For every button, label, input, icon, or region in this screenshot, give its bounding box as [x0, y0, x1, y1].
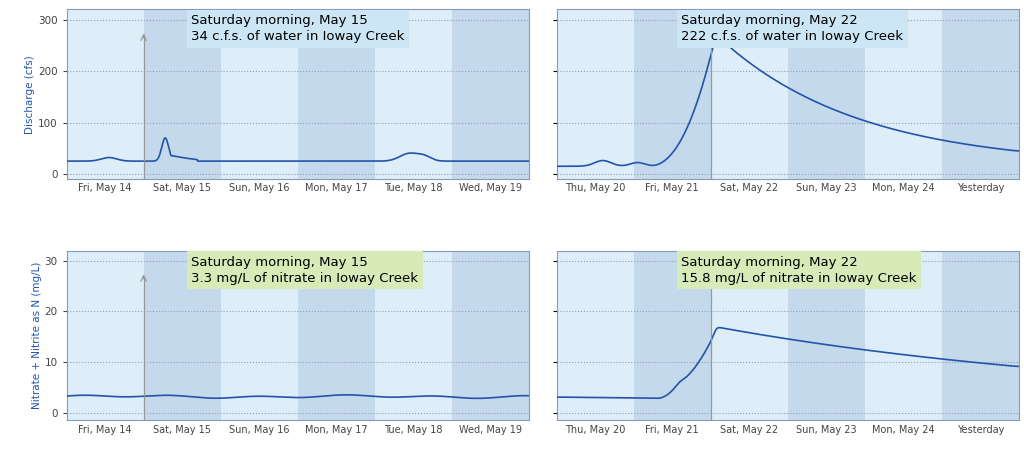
- Bar: [557, 250, 634, 420]
- Bar: [220, 9, 298, 179]
- Bar: [452, 250, 528, 420]
- Bar: [452, 9, 528, 179]
- Bar: [787, 250, 865, 420]
- Bar: [942, 9, 1019, 179]
- Bar: [634, 250, 711, 420]
- Bar: [711, 250, 787, 420]
- Bar: [143, 250, 220, 420]
- Bar: [298, 250, 375, 420]
- Bar: [298, 9, 375, 179]
- Bar: [375, 9, 452, 179]
- Text: Saturday morning, May 22
15.8 mg/L of nitrate in Ioway Creek: Saturday morning, May 22 15.8 mg/L of ni…: [681, 255, 916, 285]
- Bar: [634, 9, 711, 179]
- Text: Saturday morning, May 22
222 c.f.s. of water in Ioway Creek: Saturday morning, May 22 222 c.f.s. of w…: [681, 14, 903, 43]
- Bar: [67, 9, 143, 179]
- Bar: [143, 9, 220, 179]
- Y-axis label: Nitrate + Nitrite as N (mg/L): Nitrate + Nitrite as N (mg/L): [32, 262, 42, 409]
- Bar: [865, 9, 942, 179]
- Bar: [375, 250, 452, 420]
- Bar: [865, 250, 942, 420]
- Bar: [942, 250, 1019, 420]
- Text: Saturday morning, May 15
3.3 mg/L of nitrate in Ioway Creek: Saturday morning, May 15 3.3 mg/L of nit…: [191, 255, 419, 285]
- Bar: [220, 250, 298, 420]
- Bar: [787, 9, 865, 179]
- Bar: [557, 9, 634, 179]
- Bar: [711, 9, 787, 179]
- Y-axis label: Discharge (cfs): Discharge (cfs): [26, 55, 35, 134]
- Bar: [67, 250, 143, 420]
- Text: Saturday morning, May 15
34 c.f.s. of water in Ioway Creek: Saturday morning, May 15 34 c.f.s. of wa…: [191, 14, 404, 43]
